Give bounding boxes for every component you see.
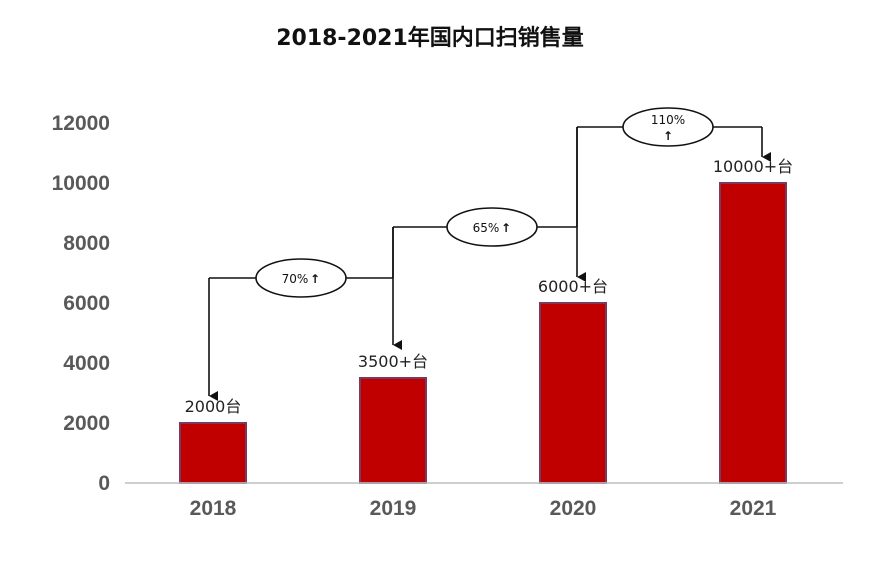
bar-2021	[719, 182, 787, 484]
growth-percent: 65%	[473, 221, 500, 235]
x-tick-label: 2018	[190, 497, 237, 520]
data-label: 6000+台	[538, 277, 608, 296]
data-label: 10000+台	[713, 157, 793, 176]
growth-oval	[255, 258, 347, 298]
y-tick-label: 8000	[63, 232, 110, 255]
bar-2020	[539, 302, 607, 484]
up-arrow-icon: ↑	[310, 272, 320, 286]
x-tick-label: 2020	[550, 497, 597, 520]
growth-oval	[446, 207, 538, 247]
data-label: 3500+台	[358, 352, 428, 371]
bars: 2000台 3500+台 6000+台 10000+台	[179, 157, 793, 484]
y-axis: 0 2000 4000 6000 8000 10000 12000	[52, 112, 110, 495]
chart-title: 2018-2021年国内口扫销售量	[276, 25, 584, 51]
y-tick-label: 4000	[63, 352, 110, 375]
x-axis: 2018 2019 2020 2021	[125, 482, 843, 520]
up-arrow-icon: ↑	[501, 221, 511, 235]
y-tick-label: 2000	[63, 412, 110, 435]
y-tick-label: 10000	[52, 172, 110, 195]
x-tick-label: 2019	[370, 497, 417, 520]
x-tick-label: 2021	[730, 497, 777, 520]
growth-oval	[622, 107, 714, 147]
up-arrow-icon: ↑	[663, 129, 673, 143]
y-tick-label: 6000	[63, 292, 110, 315]
y-tick-label: 12000	[52, 112, 110, 135]
bar-2019	[359, 377, 427, 484]
growth-annotations: 70% ↑65% ↑110%↑	[208, 107, 771, 401]
growth-percent: 70%	[282, 272, 309, 286]
y-tick-label: 0	[98, 472, 110, 495]
data-label: 2000台	[185, 397, 242, 416]
bar-2018	[179, 422, 247, 484]
growth-percent: 110%	[651, 113, 685, 127]
